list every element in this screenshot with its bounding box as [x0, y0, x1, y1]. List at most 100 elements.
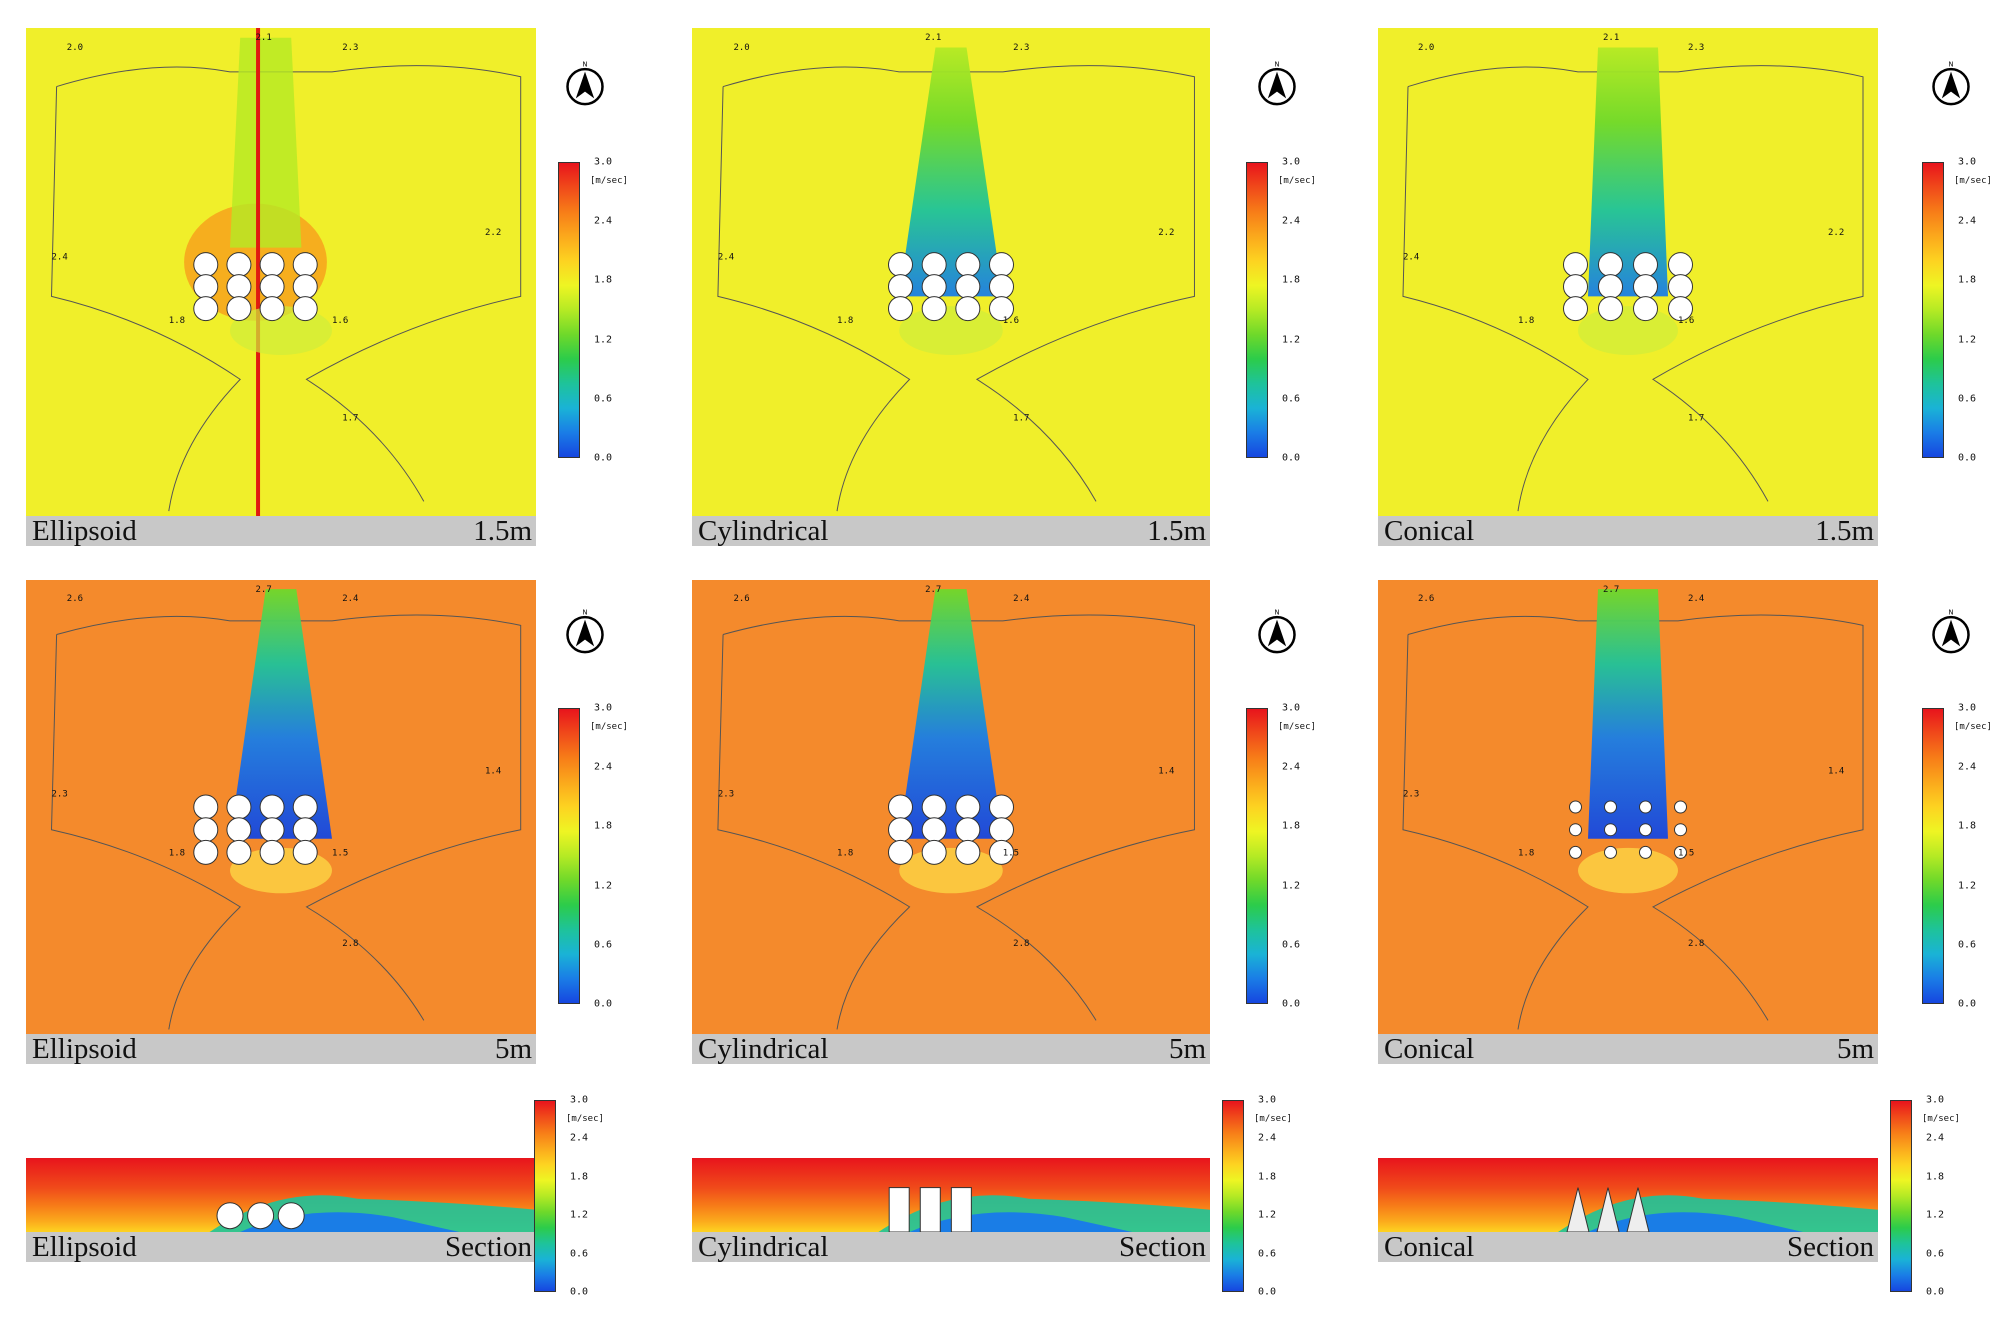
- color-scale-legend: 3.0 2.4 1.8 1.2 0.6 0.0 [m/sec]: [1890, 1095, 1970, 1298]
- obstacle-profile: [216, 1202, 244, 1230]
- color-bar: [1922, 162, 1944, 458]
- panel-caption: Cylindrical Section: [692, 1232, 1210, 1262]
- obstacle-marker: [1604, 800, 1617, 814]
- obstacle-marker: [259, 817, 285, 843]
- obstacle-marker: [989, 839, 1015, 865]
- color-bar: [1922, 708, 1944, 1004]
- obstacle-marker: [226, 296, 252, 322]
- legend-tick-label: 2.4: [1958, 761, 1977, 773]
- panel-caption: Conical 5m: [1378, 1034, 1878, 1064]
- legend-tick-label: 1.8: [1958, 820, 1977, 832]
- obstacle-profile: [888, 1187, 910, 1232]
- wake-region: [1588, 47, 1668, 297]
- wind-field-svg: 2.0 2.1 2.3 2.4 1.8 1.6 2.2 1.7: [692, 28, 1210, 516]
- contour-label: 2.7: [256, 585, 272, 595]
- obstacle-marker: [1598, 274, 1623, 300]
- shape-label: Ellipsoid: [32, 1231, 137, 1263]
- legend-tick-label: 1.8: [1282, 274, 1301, 286]
- contour-label: 1.8: [1518, 848, 1534, 858]
- obstacle-marker: [955, 794, 981, 820]
- panel-caption: Ellipsoid 1.5m: [26, 516, 536, 546]
- shape-label: Ellipsoid: [32, 1033, 137, 1065]
- obstacle-marker: [921, 817, 947, 843]
- legend-unit: [m/sec]: [1254, 1114, 1292, 1124]
- obstacle-marker: [1569, 845, 1582, 859]
- legend-tick-label: 1.2: [1282, 880, 1301, 892]
- wind-field-plot: [1378, 1158, 1878, 1232]
- obstacle-marker: [1633, 274, 1658, 300]
- contour-label: 2.7: [1603, 585, 1619, 595]
- color-scale-legend: 3.0 2.4 1.8 1.2 0.6 0.0 [m/sec]: [1922, 157, 2000, 464]
- legend-tick-label: 0.0: [1958, 452, 1977, 464]
- obstacle-marker: [989, 274, 1015, 300]
- svg-text:N: N: [1949, 61, 1954, 69]
- legend-tick-label: 0.0: [1258, 1286, 1277, 1298]
- contour-label: 2.2: [485, 228, 501, 238]
- wind-field-plot: 2.0 2.1 2.3 2.4 1.8 1.6 2.2 1.7: [1378, 28, 1878, 516]
- wake-region: [230, 589, 332, 839]
- contour-label: 1.8: [169, 316, 185, 326]
- contour-label: 2.4: [718, 253, 734, 263]
- obstacle-marker: [1604, 845, 1617, 859]
- legend-tick-label: 2.4: [594, 761, 613, 773]
- height-label: 1.5m: [1147, 515, 1206, 547]
- panel-caption: Ellipsoid Section: [26, 1232, 536, 1262]
- north-arrow-icon: N: [560, 608, 610, 658]
- color-bar: [1246, 162, 1268, 458]
- contour-line: [50, 614, 522, 1030]
- legend-tick-label: 0.6: [1282, 393, 1301, 405]
- leeward-zone: [1578, 306, 1678, 355]
- legend-tick-label: 1.2: [594, 334, 613, 346]
- contour-label: 1.5: [1678, 848, 1694, 858]
- obstacle-profile: [950, 1187, 972, 1232]
- obstacle-marker: [1674, 800, 1687, 814]
- contour-label: 2.4: [1403, 253, 1419, 263]
- obstacle-marker: [193, 296, 219, 322]
- shape-label: Ellipsoid: [32, 515, 137, 547]
- contour-label: 1.8: [169, 848, 185, 858]
- legend-tick-label: 1.8: [1258, 1171, 1277, 1183]
- contour-label: 1.5: [332, 848, 348, 858]
- obstacle-marker: [259, 839, 285, 865]
- obstacle-marker: [226, 274, 252, 300]
- obstacle-marker: [1563, 296, 1588, 322]
- svg-text:N: N: [1275, 609, 1280, 617]
- obstacle-marker: [259, 794, 285, 820]
- leeward-zone: [899, 847, 1003, 894]
- legend-tick-label: 0.6: [594, 939, 613, 951]
- contour-label: 1.5: [1003, 848, 1019, 858]
- contour-label: 2.2: [1828, 228, 1844, 238]
- obstacle-marker: [887, 274, 913, 300]
- obstacle-marker: [193, 252, 219, 278]
- contour-label: 1.7: [342, 414, 358, 424]
- contour-line: [1402, 614, 1864, 1030]
- legend-tick-label: 2.4: [594, 215, 613, 227]
- contour-line: [50, 65, 522, 512]
- legend-tick-label: 2.4: [570, 1132, 589, 1144]
- contour-label: 1.4: [1828, 767, 1844, 777]
- legend-tick-label: 3.0: [570, 1094, 589, 1106]
- contour-label: 1.6: [332, 316, 348, 326]
- legend-tick-label: 0.0: [1282, 452, 1301, 464]
- obstacle-marker: [989, 794, 1015, 820]
- contour-label: 2.4: [342, 594, 358, 604]
- color-bar: [1246, 708, 1268, 1004]
- contour-label: 2.4: [1688, 594, 1704, 604]
- obstacle-marker: [1569, 800, 1582, 814]
- legend-tick-label: 2.4: [1926, 1132, 1945, 1144]
- contour-label: 2.6: [67, 594, 83, 604]
- obstacle-marker: [226, 252, 252, 278]
- obstacle-marker: [193, 839, 219, 865]
- panel-caption: Ellipsoid 5m: [26, 1034, 536, 1064]
- shape-label: Conical: [1384, 1231, 1475, 1263]
- legend-tick-label: 1.2: [1958, 880, 1977, 892]
- contour-label: 1.7: [1013, 414, 1029, 424]
- obstacle-marker: [292, 274, 318, 300]
- contour-label: 2.0: [1418, 43, 1434, 53]
- obstacle-marker: [292, 839, 318, 865]
- north-arrow-icon: N: [560, 60, 610, 110]
- legend-tick-label: 0.0: [1958, 998, 1977, 1010]
- leeward-zone: [1578, 847, 1678, 894]
- obstacle-profile: [1626, 1187, 1650, 1232]
- obstacle-marker: [1639, 823, 1652, 837]
